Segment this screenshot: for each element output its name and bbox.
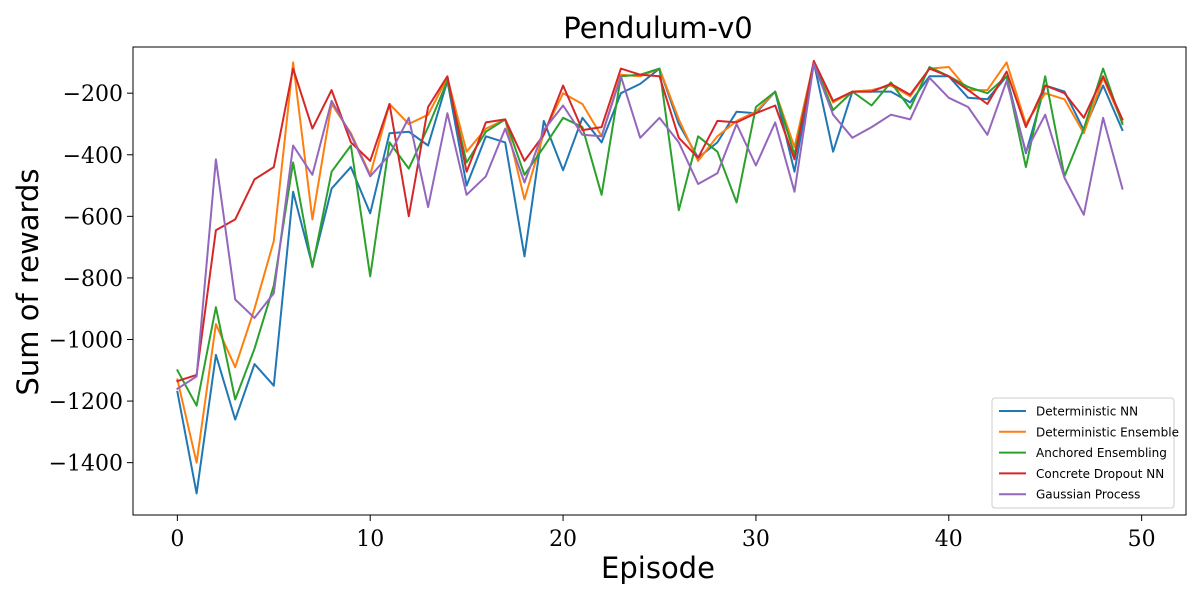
y-tick-label: −400	[63, 144, 123, 169]
x-tick-label: 0	[170, 527, 184, 552]
legend-label: Deterministic Ensemble	[1036, 425, 1179, 439]
legend-label: Anchored Ensembling	[1036, 446, 1167, 460]
y-tick-label: −200	[63, 82, 123, 107]
series-line-anchored-ensembling	[176, 61, 1124, 407]
series-line-concrete-dropout-nn	[176, 59, 1124, 383]
x-axis-title: Episode	[601, 551, 715, 585]
legend: Deterministic NN Deterministic Ensemble An…	[991, 397, 1179, 509]
y-tick-label: −1400	[49, 452, 123, 477]
y-tick-label: −1000	[49, 329, 123, 354]
plot-frame	[132, 46, 1187, 516]
legend-label: Concrete Dropout NN	[1036, 467, 1164, 481]
chart-title: Pendulum-v0	[563, 11, 752, 45]
plot-lines	[176, 59, 1124, 495]
series-line-gaussian-process	[176, 62, 1124, 391]
x-tick-label: 50	[1128, 527, 1156, 552]
y-axis-title: Sum of rewards	[11, 169, 45, 396]
legend-label: Deterministic NN	[1036, 405, 1138, 419]
series-line-deterministic-ensemble	[176, 61, 1124, 464]
x-tick-label: 30	[742, 527, 770, 552]
y-tick-label: −1200	[49, 390, 123, 415]
axes: 0 10 20 30 40 50 −1400 −1200 −1000 −800 −600 −400 −2…	[49, 46, 1187, 552]
y-tick-label: −800	[63, 267, 123, 292]
x-tick-label: 40	[935, 527, 963, 552]
legend-box	[991, 397, 1175, 509]
x-tick-label: 10	[356, 527, 384, 552]
legend-label: Gaussian Process	[1036, 488, 1140, 502]
x-tick-label: 20	[549, 527, 577, 552]
y-tick-label: −600	[63, 205, 123, 230]
